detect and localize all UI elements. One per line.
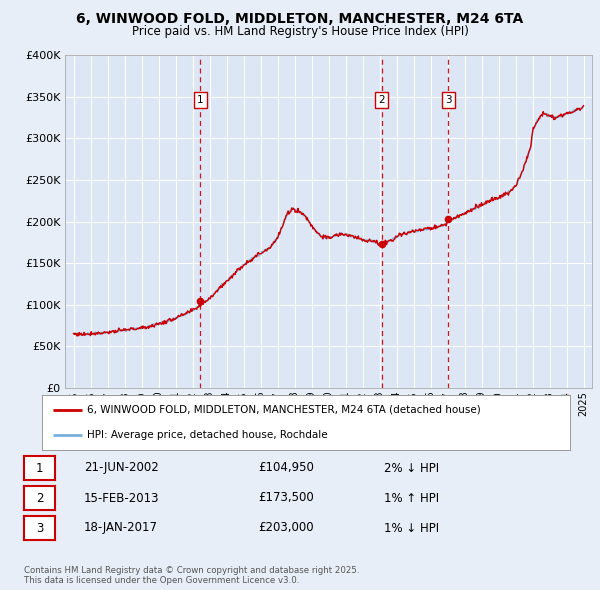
Text: Contains HM Land Registry data © Crown copyright and database right 2025.
This d: Contains HM Land Registry data © Crown c… — [24, 566, 359, 585]
Text: 3: 3 — [445, 95, 451, 105]
Text: £203,000: £203,000 — [258, 522, 314, 535]
Text: 1: 1 — [197, 95, 204, 105]
Text: 21-JUN-2002: 21-JUN-2002 — [84, 461, 159, 474]
Text: 3: 3 — [36, 522, 43, 535]
Text: 2: 2 — [36, 491, 43, 504]
Text: £173,500: £173,500 — [258, 491, 314, 504]
Text: 15-FEB-2013: 15-FEB-2013 — [84, 491, 160, 504]
Text: £104,950: £104,950 — [258, 461, 314, 474]
Text: 18-JAN-2017: 18-JAN-2017 — [84, 522, 158, 535]
Text: 1: 1 — [36, 461, 43, 474]
Text: HPI: Average price, detached house, Rochdale: HPI: Average price, detached house, Roch… — [87, 430, 328, 440]
Text: 6, WINWOOD FOLD, MIDDLETON, MANCHESTER, M24 6TA: 6, WINWOOD FOLD, MIDDLETON, MANCHESTER, … — [76, 12, 524, 26]
Text: 2: 2 — [378, 95, 385, 105]
Text: 2% ↓ HPI: 2% ↓ HPI — [384, 461, 439, 474]
Text: Price paid vs. HM Land Registry's House Price Index (HPI): Price paid vs. HM Land Registry's House … — [131, 25, 469, 38]
Text: 1% ↑ HPI: 1% ↑ HPI — [384, 491, 439, 504]
Text: 6, WINWOOD FOLD, MIDDLETON, MANCHESTER, M24 6TA (detached house): 6, WINWOOD FOLD, MIDDLETON, MANCHESTER, … — [87, 405, 481, 415]
Text: 1% ↓ HPI: 1% ↓ HPI — [384, 522, 439, 535]
